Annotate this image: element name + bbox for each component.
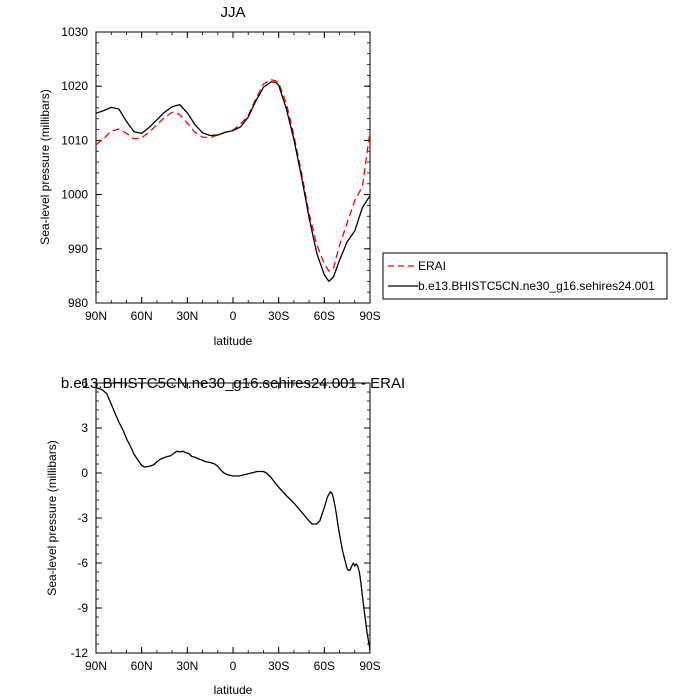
top-chart-x-tick-label: 60S: [314, 309, 335, 323]
top-chart-y-tick-label: 1020: [61, 79, 88, 93]
bottom-chart-x-tick-label: 0: [230, 659, 237, 673]
top-chart-x-tick-label: 30S: [268, 309, 289, 323]
bottom-chart-y-tick-label: -6: [77, 556, 88, 570]
bottom-chart-y-axis-label: Sea-level pressure (millibars): [45, 440, 59, 595]
bottom-chart-x-tick-label: 90N: [85, 659, 107, 673]
bottom-chart-y-tick-label: 3: [81, 421, 88, 435]
top-chart-series: [95, 79, 371, 282]
top-chart: JJA 90N 60N 30N 0 30S 60S 90S 980 990 1000 1010 102…: [38, 4, 381, 348]
bottom-chart-y-tick-label: -12: [71, 646, 89, 660]
bottom-chart-axes: 90N 60N 30N 0 30S 60S 90S -12 -9 -6 -3 0 3 6: [71, 376, 381, 673]
top-chart-plot-frame: [95, 31, 371, 304]
bottom-chart-x-tick-label: 60N: [131, 659, 153, 673]
top-chart-series-line-0: [95, 79, 371, 272]
bottom-chart-x-tick-label: 30S: [268, 659, 289, 673]
top-chart-title: JJA: [220, 4, 245, 21]
bottom-chart-y-tick-label: 0: [81, 466, 88, 480]
bottom-chart-series-line-0: [95, 386, 371, 651]
top-chart-series-line-1: [95, 81, 371, 282]
bottom-chart-y-tick-label: -9: [77, 601, 88, 615]
top-chart-x-tick-label: 90N: [85, 309, 107, 323]
top-chart-y-tick-label: 1030: [61, 25, 88, 39]
legend-label-model: b.e13.BHISTC5CN.ne30_g16.sehires24.001: [418, 279, 655, 293]
top-chart-axes: 90N 60N 30N 0 30S 60S 90S 980 990 1000 1010 1020 103…: [61, 25, 380, 323]
bottom-chart: b.e13.BHISTC5CN.ne30_g16.sehires24.001 -…: [45, 375, 405, 697]
bottom-chart-x-axis-label: latitude: [214, 683, 253, 697]
top-chart-x-tick-label: 60N: [131, 309, 153, 323]
top-chart-y-tick-label: 990: [68, 242, 88, 256]
top-chart-y-tick-label: 1000: [61, 188, 88, 202]
top-chart-y-tick-label: 980: [68, 296, 88, 310]
top-chart-x-tick-label: 0: [230, 309, 237, 323]
bottom-chart-y-tick-label: -3: [77, 511, 88, 525]
top-chart-legend: ERAI b.e13.BHISTC5CN.ne30_g16.sehires24.…: [382, 252, 668, 300]
bottom-chart-y-tick-label: 6: [81, 376, 88, 390]
top-chart-x-tick-label: 90S: [359, 309, 380, 323]
legend-box: [382, 252, 668, 300]
bottom-chart-x-tick-label: 90S: [359, 659, 380, 673]
bottom-chart-series: [95, 386, 371, 651]
bottom-chart-x-tick-label: 60S: [314, 659, 335, 673]
top-chart-y-tick-label: 1010: [61, 133, 88, 147]
legend-label-erai: ERAI: [418, 259, 446, 273]
bottom-chart-plot-frame: [95, 382, 371, 654]
top-chart-x-tick-label: 30N: [176, 309, 198, 323]
bottom-chart-x-tick-label: 30N: [176, 659, 198, 673]
top-chart-x-axis-label: latitude: [214, 334, 253, 348]
top-chart-y-axis-label: Sea-level pressure (millibars): [38, 89, 52, 244]
